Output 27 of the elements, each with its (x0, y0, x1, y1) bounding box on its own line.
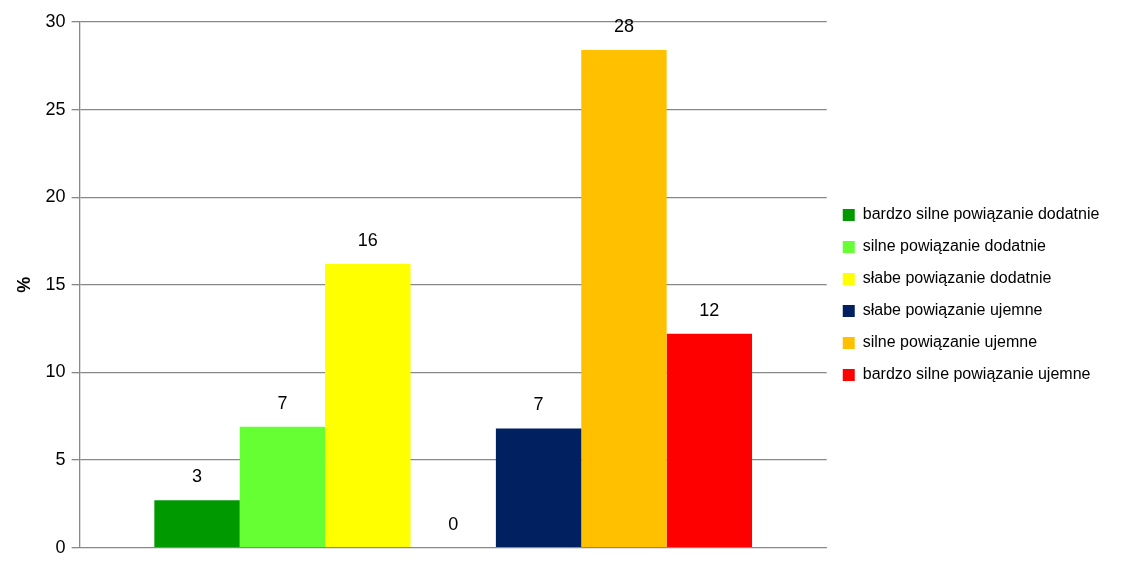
legend-label: bardzo silne powiązanie dodatnie (862, 205, 1100, 223)
data-label: 12 (699, 299, 720, 320)
legend-label: silne powiązanie dodatnie (862, 237, 1047, 255)
data-label: 7 (277, 392, 288, 413)
y-tick-label: 0 (55, 536, 66, 557)
data-label: 28 (613, 16, 634, 36)
bar (495, 428, 582, 547)
data-label: 7 (533, 394, 544, 415)
bar (325, 263, 411, 547)
legend-label: słabe powiązanie dodatnie (862, 269, 1052, 287)
y-axis-title: % (13, 276, 34, 293)
data-label: 3 (192, 466, 203, 487)
y-tick-label: 5 (55, 448, 66, 469)
y-tick-label: 30 (45, 10, 66, 31)
bar (666, 333, 753, 547)
bar (239, 426, 326, 547)
data-label: 0 (448, 513, 459, 534)
y-tick-label: 15 (45, 273, 66, 294)
legend-label: bardzo silne powiązanie ujemne (862, 365, 1091, 383)
y-tick-label: 25 (45, 98, 66, 119)
y-tick-label: 20 (45, 186, 66, 207)
bar (154, 500, 240, 547)
bar (581, 50, 667, 547)
legend-label: słabe powiązanie ujemne (862, 301, 1043, 319)
legend-label: silne powiązanie ujemne (862, 333, 1038, 351)
y-tick-label: 10 (45, 361, 66, 382)
data-label: 16 (357, 229, 378, 250)
